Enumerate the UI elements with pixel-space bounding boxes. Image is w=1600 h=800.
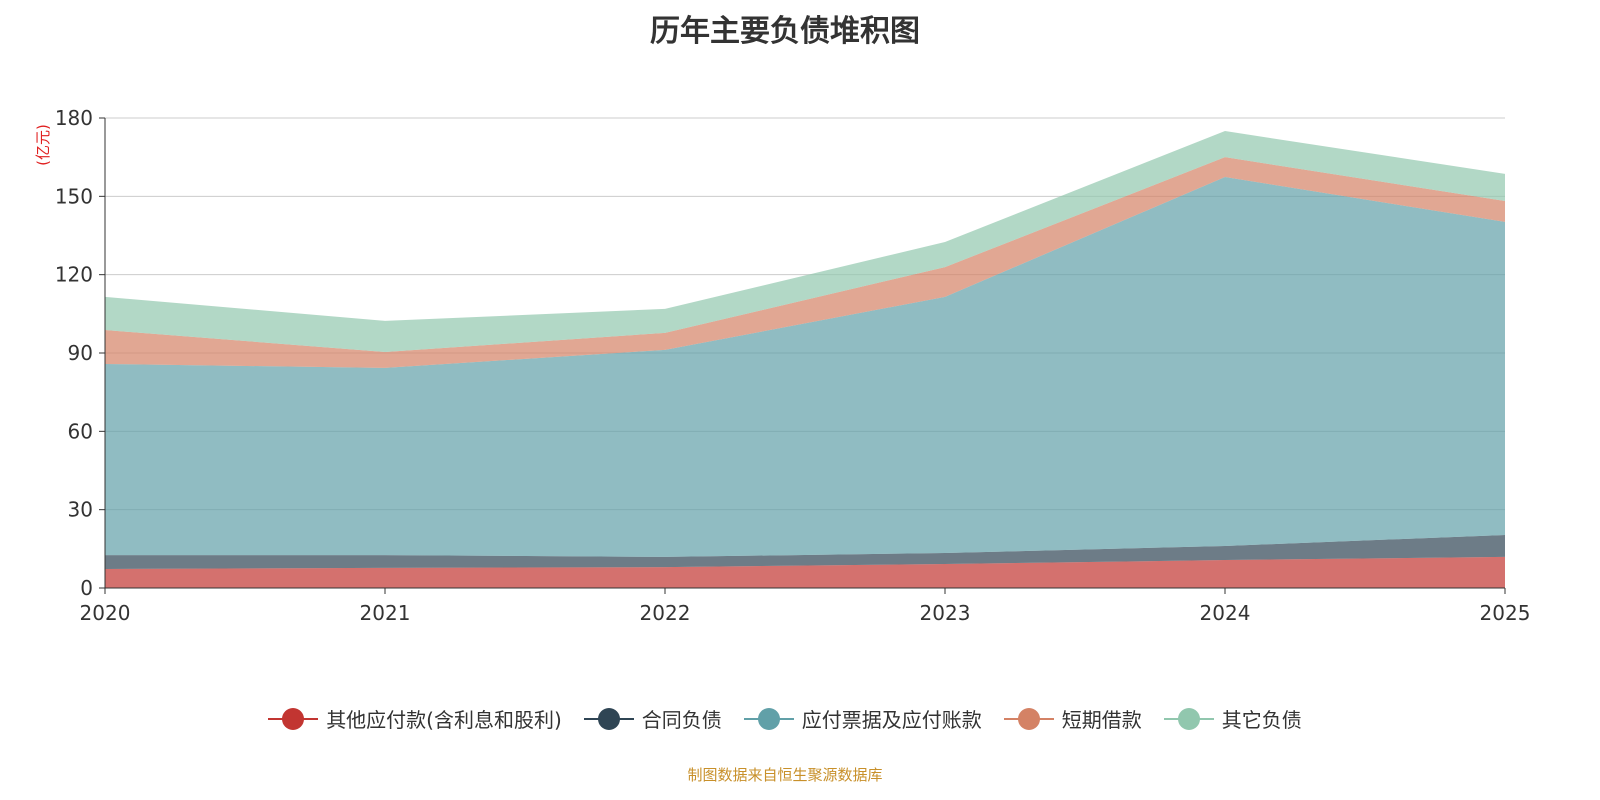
legend-marker-icon [743,707,794,730]
legend-item-0[interactable]: 其他应付款(含利息和股利) [268,704,562,733]
legend-item-4[interactable]: 其它负债 [1163,704,1302,733]
legend-item-1[interactable]: 合同负债 [583,704,722,733]
source-note: 制图数据来自恒生聚源数据库 [687,766,883,784]
legend-marker-icon [1163,707,1214,730]
legend-item-2[interactable]: 应付票据及应付账款 [743,704,982,733]
y-tick-label: 60 [68,419,93,443]
x-tick-label: 2020 [80,601,131,625]
legend-label: 其它负债 [1221,708,1302,732]
y-tick-label: 120 [55,263,93,287]
chart-plot: 0 30 60 90 120 150 180 2020 2021 2022 2023 2024 2025… [34,106,1531,625]
y-tick-label: 90 [68,341,93,365]
area-series-2 [105,177,1505,557]
x-tick-label: 2025 [1480,601,1531,625]
y-tick-label: 150 [55,184,93,208]
area-series-3 [105,157,1505,368]
legend-marker-icon [583,707,634,730]
x-tick-label: 2024 [1200,601,1251,625]
legend-label: 其他应付款(含利息和股利) [326,708,562,732]
area-series-1 [105,534,1505,569]
y-tick-label: 180 [55,106,93,130]
legend-marker-icon [1003,707,1054,730]
legend-marker-icon [268,707,319,730]
legend-label: 合同负债 [641,708,722,732]
area-series-0 [105,556,1505,588]
y-tick-label: 30 [68,498,93,522]
y-axis-label: (亿元) [34,124,52,166]
legend: 其他应付款(含利息和股利) 合同负债 应付票据及应付账款 短期借款 其它负债 [0,704,1570,733]
legend-label: 短期借款 [1061,708,1142,732]
area-series-4 [105,131,1505,352]
x-tick-label: 2023 [920,601,971,625]
x-tick-label: 2021 [360,601,411,625]
chart-title: 历年主要负债堆积图 [650,14,920,49]
y-tick-label: 0 [80,576,93,600]
legend-label: 应付票据及应付账款 [801,708,982,732]
x-tick-label: 2022 [640,601,691,625]
legend-item-3[interactable]: 短期借款 [1003,704,1142,733]
